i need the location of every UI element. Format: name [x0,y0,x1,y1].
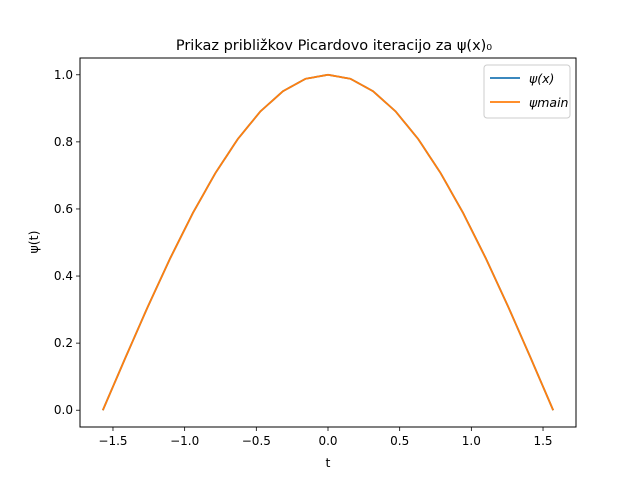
y-tick-label: 1.0 [54,68,73,82]
y-tick-label: 0.4 [54,269,73,283]
series-line-1 [101,73,555,411]
y-tick-label: 0.8 [54,135,73,149]
y-tick-label: 0.2 [54,336,73,350]
y-axis-ticks: 0.0 0.2 0.4 0.6 0.8 1.0 [54,68,80,417]
x-tick-label: 0.0 [318,434,337,448]
legend: ψ(x) ψmain [483,64,571,119]
x-tick-label: −1.0 [170,434,199,448]
legend-label-psi-x: ψ(x) [529,71,554,86]
x-axis-ticks: −1.5 −1.0 −0.5 0.0 0.5 1.0 1.5 [98,427,553,448]
legend-label-psi-main: ψmain [529,95,569,110]
x-tick-label: 0.5 [390,434,409,448]
x-tick-label: 1.0 [462,434,481,448]
y-tick-label: 0.6 [54,202,73,216]
chart-title: Prikaz približkov Picardovo iteracijo za… [176,38,492,54]
y-tick-label: 0.0 [54,403,73,417]
x-axis-label: t [326,455,331,470]
y-axis-label: ψ(t) [26,231,41,254]
legend-box [483,64,571,119]
x-tick-label: 1.5 [533,434,552,448]
x-tick-label: −1.5 [98,434,127,448]
x-tick-label: −0.5 [242,434,271,448]
series-layer [101,73,555,411]
